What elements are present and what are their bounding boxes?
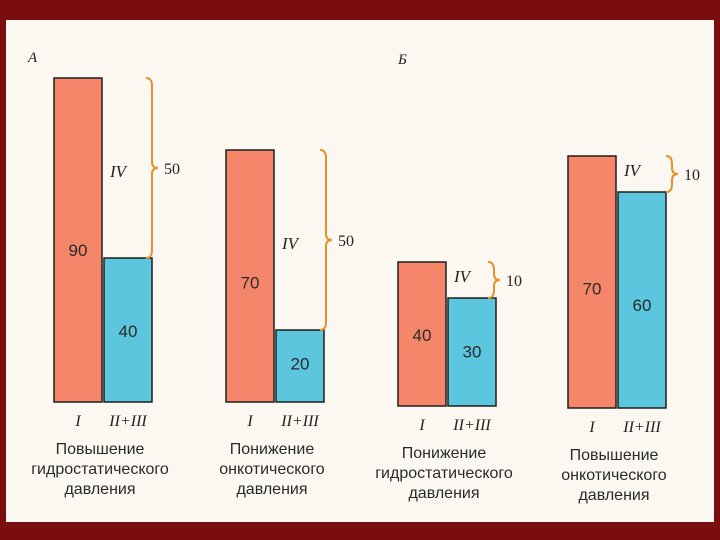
bar-value-label-1-2: 40 — [119, 322, 138, 341]
caption-line-4-2: онкотического — [561, 467, 667, 484]
difference-value-3: 10 — [506, 273, 522, 290]
bar-4-i — [567, 155, 617, 409]
bar-2-i — [225, 149, 275, 403]
difference-brace-4 — [665, 155, 679, 193]
difference-label-3: IV — [453, 267, 473, 286]
difference-brace-2 — [319, 149, 333, 331]
category-label-2-1: I — [246, 413, 253, 430]
category-label-4-1: I — [588, 419, 595, 436]
bar-1-ii-iii — [103, 257, 153, 403]
category-label-3-2: II+III — [452, 417, 491, 434]
chart-group-1: 90 I 40 II+III IV 50 Повышение гидростатическог… — [31, 77, 180, 498]
caption-line-3-1: Понижение — [402, 445, 487, 462]
caption-line-2-3: давления — [236, 481, 307, 498]
panel-letter-b: Б — [397, 52, 407, 68]
panel-letter-a: А — [27, 50, 38, 66]
category-label-3-1: I — [418, 417, 425, 434]
bar-value-label-2-1: 70 — [241, 274, 260, 293]
bar-1-i — [53, 77, 103, 403]
difference-label-4: IV — [623, 161, 643, 180]
caption-line-4-3: давления — [578, 487, 649, 504]
chart-group-4: 70 I 60 II+III IV 10 Повышение онкотического дав… — [561, 155, 700, 504]
category-label-1-1: I — [74, 413, 81, 430]
caption-line-2-1: Понижение — [230, 441, 315, 458]
caption-line-3-2: гидростатического — [375, 465, 513, 482]
bar-2-ii-iii — [275, 329, 325, 403]
caption-line-3-3: давления — [408, 485, 479, 502]
chart-group-2: 70 I 20 II+III IV 50 Понижение онкотического дав… — [219, 149, 354, 498]
chart-group-3: 40 I 30 II+III IV 10 Понижение гидростатическог… — [375, 261, 522, 502]
difference-label-1: IV — [109, 162, 129, 181]
bar-4-ii-iii — [617, 191, 667, 409]
category-label-4-2: II+III — [622, 419, 661, 436]
category-label-2-2: II+III — [280, 413, 319, 430]
bar-value-label-3-2: 30 — [463, 342, 482, 361]
bar-value-label-3-1: 40 — [413, 326, 432, 345]
caption-line-1-3: давления — [64, 481, 135, 498]
bar-3-ii-iii — [447, 297, 497, 407]
difference-brace-1 — [145, 77, 159, 259]
difference-value-4: 10 — [684, 167, 700, 184]
difference-label-2: IV — [281, 234, 301, 253]
bar-3-i — [397, 261, 447, 407]
difference-value-2: 50 — [338, 233, 354, 250]
caption-line-2-2: онкотического — [219, 461, 325, 478]
bar-value-label-1-1: 90 — [69, 241, 88, 260]
charts-layer: 90 I 40 II+III IV 50 Повышение гидростатическог… — [31, 77, 700, 504]
category-label-1-2: II+III — [108, 413, 147, 430]
difference-value-1: 50 — [164, 161, 180, 178]
bar-value-label-4-1: 70 — [583, 280, 602, 299]
bar-value-label-2-2: 20 — [291, 355, 310, 374]
difference-brace-3 — [487, 261, 501, 299]
caption-line-4-1: Повышение — [570, 447, 659, 464]
bar-value-label-4-2: 60 — [633, 296, 652, 315]
caption-line-1-2: гидростатического — [31, 461, 169, 478]
caption-line-1-1: Повышение — [56, 441, 145, 458]
